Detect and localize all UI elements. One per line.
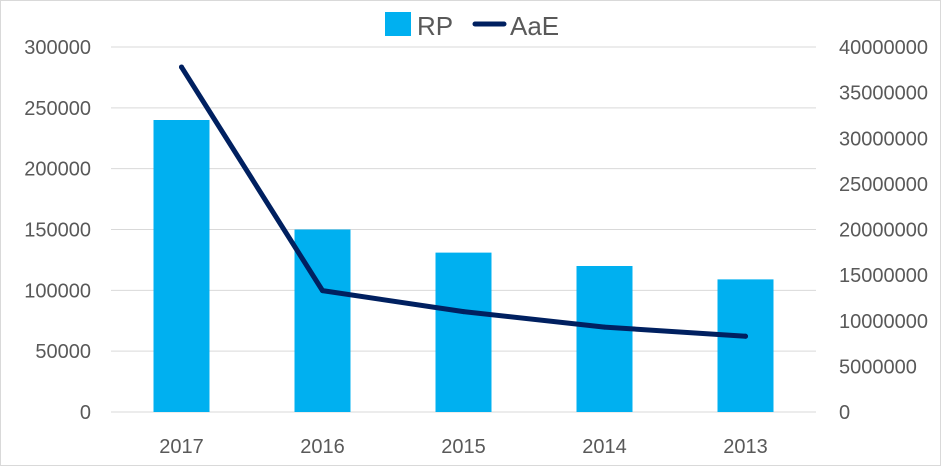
legend: RP AaE — [385, 11, 559, 41]
left-y-tick-label: 100000 — [24, 280, 91, 302]
line-series-aae — [179, 64, 748, 339]
point-aae — [179, 64, 184, 70]
right-y-tick-label: 15000000 — [839, 265, 928, 287]
legend-label-rp: RP — [417, 11, 453, 41]
bar-rp — [153, 120, 210, 412]
bar-series-rp — [153, 120, 774, 412]
right-y-tick-label: 20000000 — [839, 220, 928, 242]
point-aae — [602, 324, 607, 330]
right-y-tick-label: 40000000 — [839, 37, 928, 59]
right-y-tick-label: 0 — [839, 402, 850, 424]
left-y-tick-label: 200000 — [24, 159, 91, 181]
left-y-tick-label: 250000 — [24, 98, 91, 120]
x-tick-label: 2015 — [441, 436, 486, 458]
x-tick-label: 2017 — [159, 436, 204, 458]
point-aae — [743, 333, 748, 339]
left-y-tick-label: 0 — [80, 402, 91, 424]
bar-rp — [717, 279, 774, 412]
left-y-tick-label: 300000 — [24, 37, 91, 59]
x-tick-label: 2014 — [582, 436, 627, 458]
right-y-tick-label: 10000000 — [839, 311, 928, 333]
point-aae — [461, 309, 466, 315]
left-y-tick-label: 150000 — [24, 220, 91, 242]
point-aae — [320, 288, 325, 294]
x-tick-label: 2016 — [300, 436, 345, 458]
right-y-tick-label: 30000000 — [839, 128, 928, 150]
x-axis: 2017 2016 2015 2014 2013 — [159, 436, 768, 458]
right-y-axis: 0 5000000 10000000 15000000 20000000 25000000… — [839, 37, 928, 424]
right-y-tick-label: 25000000 — [839, 174, 928, 196]
left-y-axis: 0 50000 100000 150000 200000 250000 300000 — [24, 37, 91, 424]
legend-label-aae: AaE — [510, 11, 559, 41]
bar-rp — [576, 266, 633, 412]
legend-swatch-rp — [385, 12, 411, 36]
right-y-tick-label: 35000000 — [839, 83, 928, 105]
bar-rp — [435, 252, 492, 412]
left-y-tick-label: 50000 — [35, 341, 91, 363]
x-tick-label: 2013 — [723, 436, 768, 458]
right-y-tick-label: 5000000 — [839, 356, 917, 378]
